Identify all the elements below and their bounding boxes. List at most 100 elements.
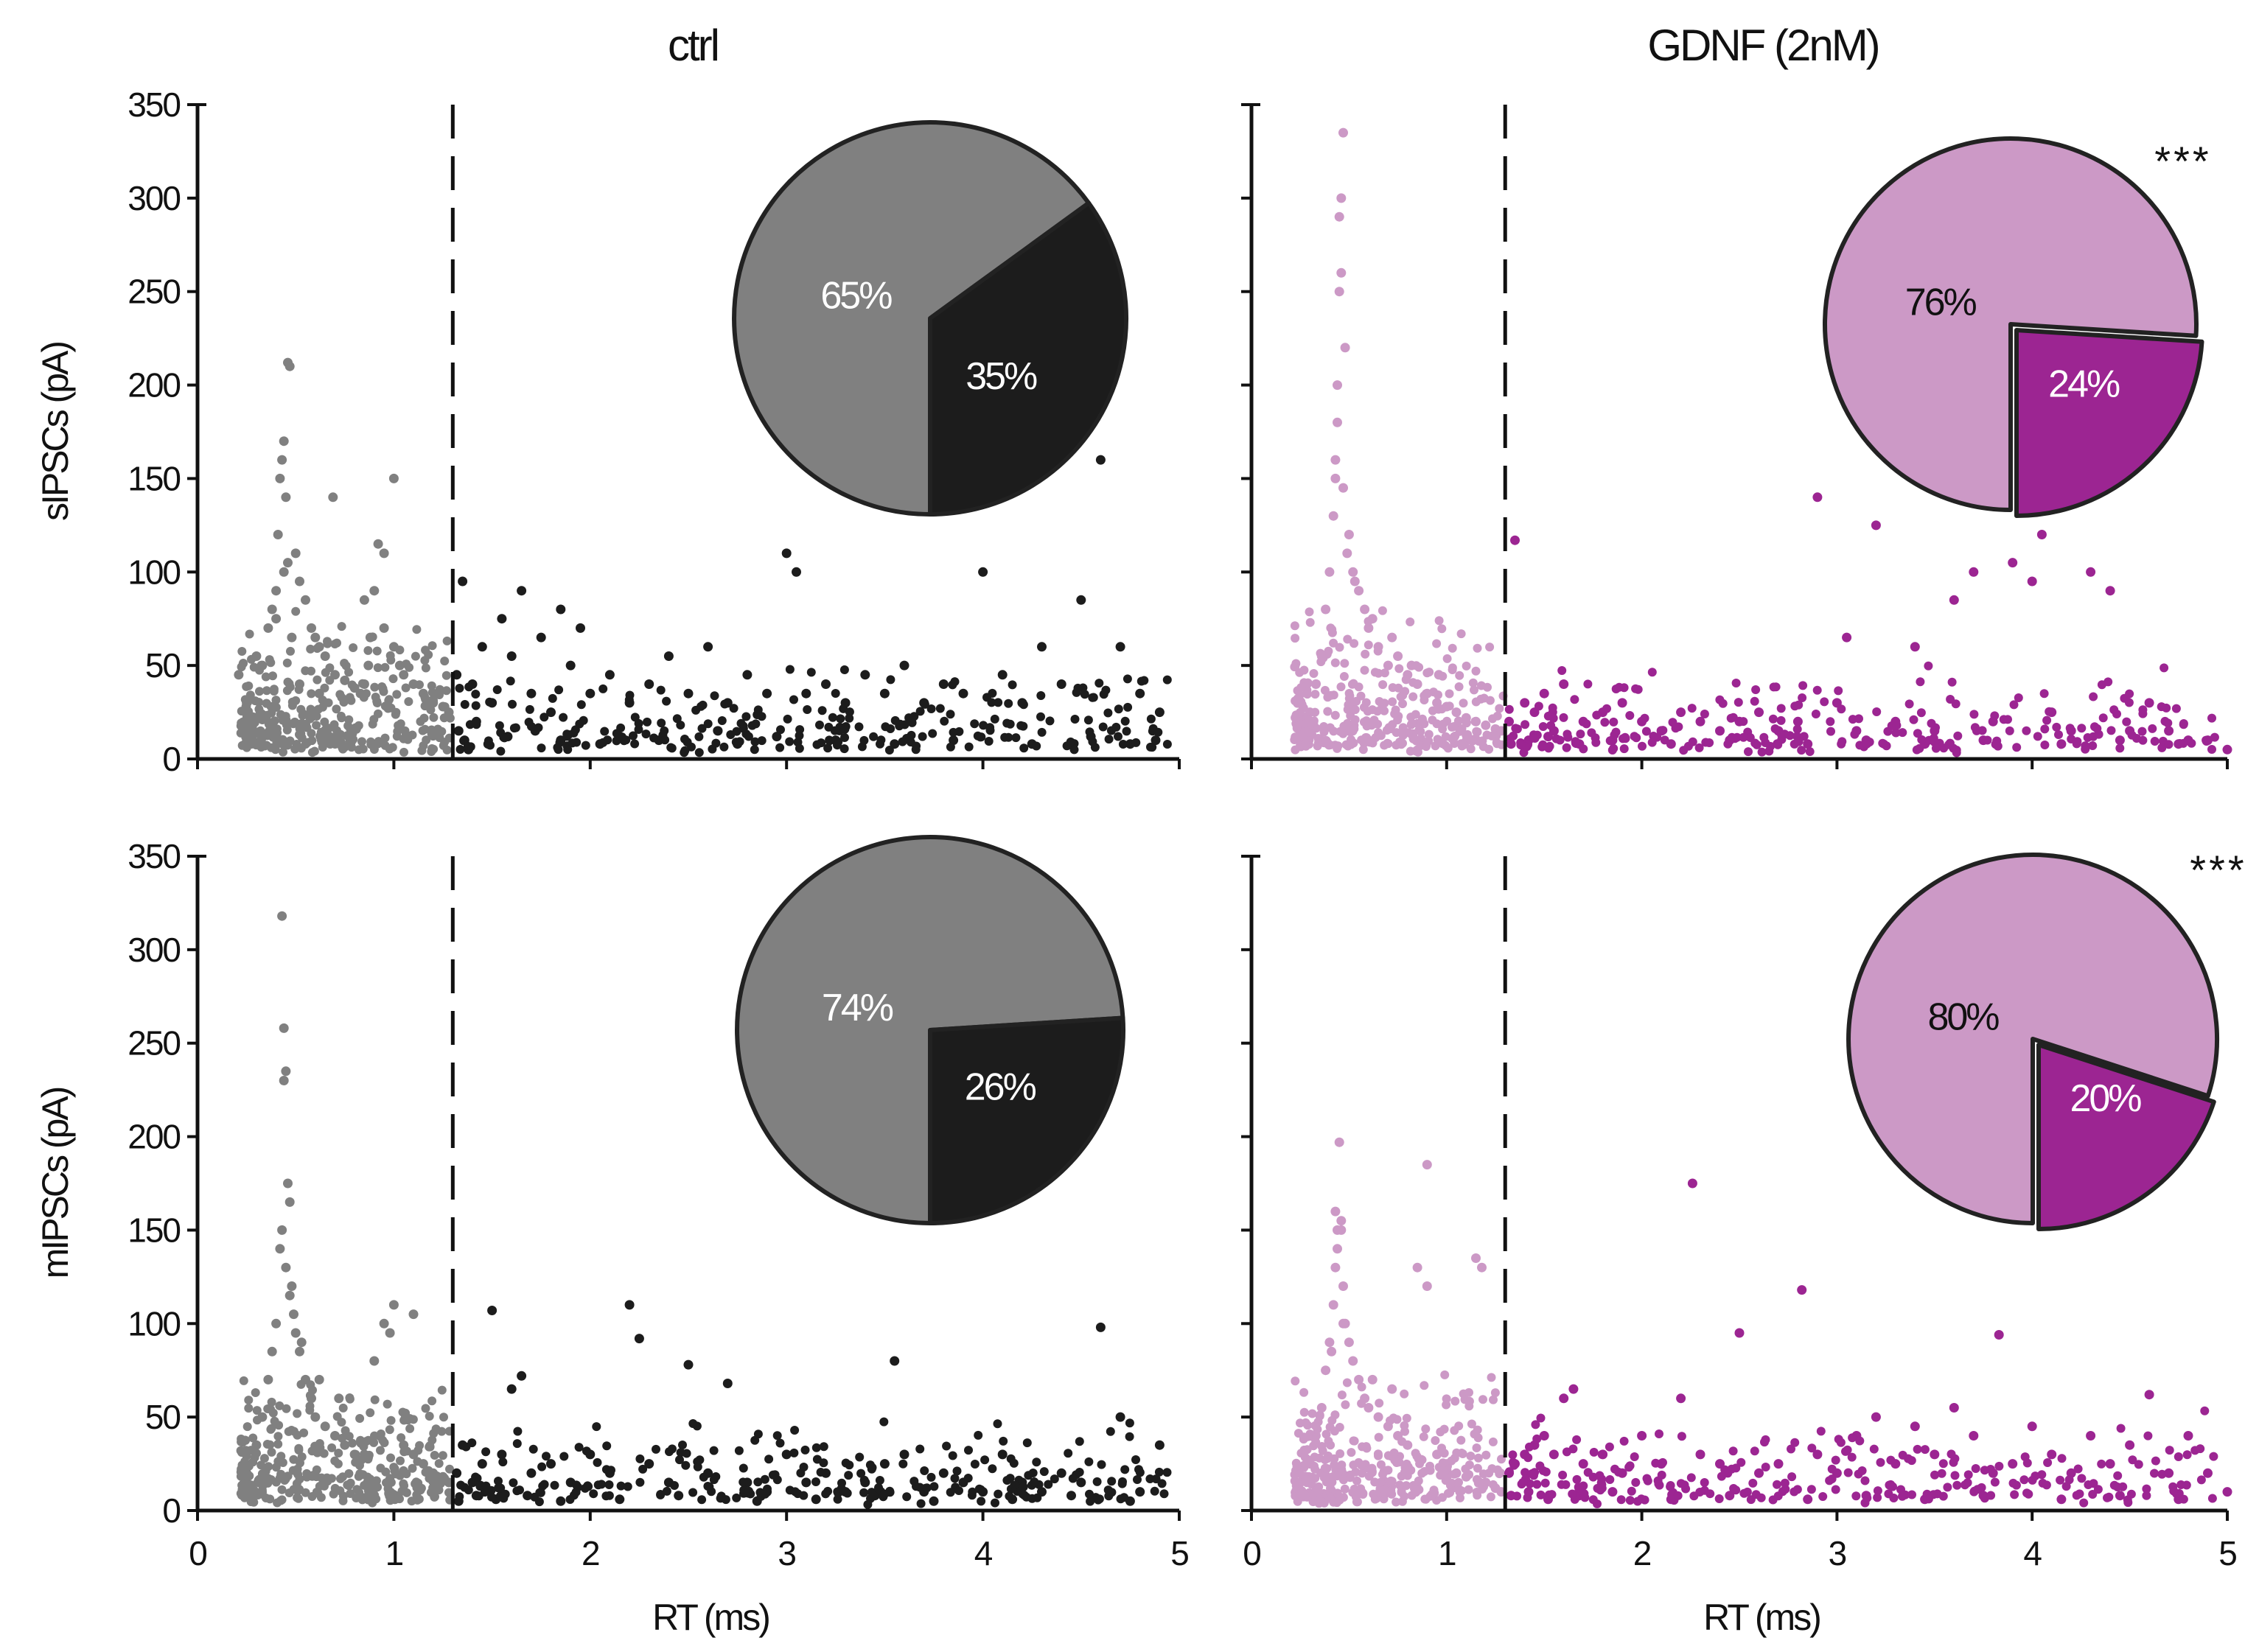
data-point <box>467 1438 477 1448</box>
data-point <box>494 1477 503 1485</box>
data-point <box>328 492 338 503</box>
data-point <box>831 689 840 698</box>
data-point <box>339 698 349 707</box>
y-tick-label: 100 <box>128 553 180 591</box>
data-point <box>1324 1436 1333 1446</box>
data-point <box>1790 1438 1800 1447</box>
data-point <box>1398 699 1407 709</box>
data-point <box>935 704 945 713</box>
data-point <box>1305 718 1315 728</box>
data-point <box>1430 1488 1439 1498</box>
data-point <box>244 1404 254 1413</box>
data-point <box>1485 643 1495 652</box>
data-point <box>884 746 894 755</box>
data-point <box>370 1431 379 1441</box>
pie-label-major: 80% <box>1927 996 1999 1039</box>
data-point <box>2022 1488 2031 1498</box>
data-point <box>1705 1489 1715 1499</box>
data-point <box>1751 685 1761 694</box>
data-point <box>1326 1483 1335 1493</box>
data-point <box>667 743 677 753</box>
data-point <box>643 717 652 727</box>
data-point <box>277 455 287 465</box>
data-point <box>1633 1497 1642 1506</box>
data-point <box>1116 1494 1125 1504</box>
data-point <box>1412 1486 1422 1496</box>
data-point <box>1357 1399 1366 1408</box>
data-point <box>337 1418 346 1427</box>
data-point <box>388 473 399 483</box>
data-point <box>2150 1469 2159 1478</box>
data-point <box>1761 738 1770 747</box>
data-point <box>393 727 402 736</box>
data-point <box>785 665 795 674</box>
data-point <box>816 1468 825 1477</box>
data-point <box>1367 1374 1378 1385</box>
data-point <box>1602 704 1611 713</box>
data-point <box>1411 710 1420 719</box>
data-point <box>506 1384 517 1394</box>
data-point <box>526 688 537 699</box>
data-point <box>486 741 495 750</box>
data-point <box>555 738 565 747</box>
data-point <box>789 695 798 704</box>
data-point <box>1036 712 1045 721</box>
data-point <box>1325 1422 1335 1432</box>
data-point <box>2065 724 2075 733</box>
data-point <box>1481 1450 1491 1460</box>
data-point <box>371 1482 381 1491</box>
data-point <box>2179 1494 2188 1504</box>
data-point <box>368 632 377 642</box>
data-point <box>1596 1478 1606 1488</box>
data-point <box>1744 747 1753 757</box>
data-point <box>1432 1449 1442 1460</box>
data-point <box>916 1499 926 1508</box>
data-point <box>623 1482 632 1491</box>
data-point <box>271 1463 281 1472</box>
data-point <box>1328 1300 1338 1310</box>
data-point <box>279 1076 289 1085</box>
data-point <box>2207 713 2216 723</box>
data-point <box>1733 698 1743 707</box>
y-tick-label: 200 <box>128 366 180 405</box>
data-point <box>1342 548 1352 559</box>
data-point <box>1723 739 1733 749</box>
data-point <box>1398 731 1408 740</box>
data-point <box>757 712 767 721</box>
data-point <box>386 703 396 713</box>
data-point <box>1323 1454 1333 1463</box>
data-point <box>781 1449 792 1460</box>
data-point <box>1827 1464 1837 1474</box>
data-point <box>1587 728 1596 738</box>
data-point <box>760 1474 769 1484</box>
data-point <box>703 642 713 652</box>
data-point <box>886 724 895 733</box>
data-point <box>824 722 834 732</box>
data-point <box>2097 680 2106 690</box>
data-point <box>271 1318 282 1329</box>
data-point <box>974 1430 983 1440</box>
y-tick-label: 250 <box>128 1024 180 1063</box>
pie-slice-major <box>1846 853 2220 1225</box>
data-point <box>1351 1467 1361 1477</box>
data-point <box>237 741 247 750</box>
data-point <box>416 1483 426 1493</box>
data-point <box>427 747 436 756</box>
data-point <box>1530 734 1540 743</box>
data-point <box>2027 576 2037 587</box>
data-point <box>402 659 411 669</box>
data-point <box>1666 1481 1675 1490</box>
data-point <box>293 1493 302 1502</box>
data-point <box>412 625 422 634</box>
data-point <box>1107 1477 1117 1486</box>
data-point <box>2027 1421 2037 1432</box>
data-point <box>1837 704 1846 714</box>
data-point <box>2125 689 2134 699</box>
data-point <box>496 746 506 756</box>
data-point <box>1583 679 1593 689</box>
data-point <box>1378 606 1387 615</box>
data-point <box>270 745 280 755</box>
y-tick-label: 0 <box>162 1491 180 1530</box>
data-point <box>439 1413 448 1422</box>
data-point <box>1474 1477 1484 1486</box>
